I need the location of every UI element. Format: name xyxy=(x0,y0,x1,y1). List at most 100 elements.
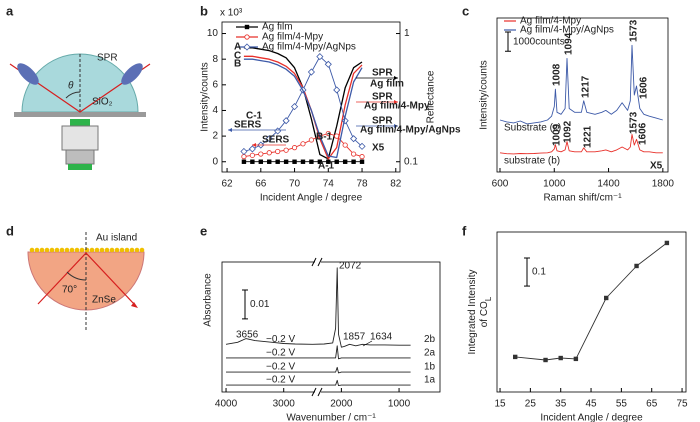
marker xyxy=(350,135,358,143)
annotation: Substrate (c) xyxy=(504,123,561,134)
y2-axis-label: Reflectance xyxy=(426,70,437,123)
legend-label: Ag film/4-Mpy/AgNps xyxy=(262,42,356,53)
panel-label: b xyxy=(200,3,208,18)
annotation: B-1 xyxy=(316,132,333,143)
potential-label: −0.2 V xyxy=(266,375,296,386)
y-axis-label: Intensity/counts xyxy=(479,60,490,129)
x-tick-label: 1000 xyxy=(543,179,566,190)
arrow-head xyxy=(252,143,256,147)
series-label: 2a xyxy=(424,348,436,359)
marker xyxy=(342,159,348,164)
series-label: 2b xyxy=(424,334,436,345)
x-axis-label: Raman shift/cm⁻¹ xyxy=(543,193,622,204)
x-tick-label: 1000 xyxy=(388,399,411,410)
x-tick-label: 65 xyxy=(646,399,658,410)
marker xyxy=(317,159,323,164)
x-tick-label: 35 xyxy=(555,399,567,410)
arrow-head xyxy=(394,124,398,128)
marker xyxy=(351,151,357,157)
marker xyxy=(325,130,331,137)
axis-break xyxy=(311,387,317,397)
annotation: X5 xyxy=(372,143,385,154)
annotation: 1573 xyxy=(629,19,640,42)
marker xyxy=(300,141,306,147)
marker xyxy=(604,295,609,301)
series-label: 1a xyxy=(424,375,436,386)
x-axis-label: Wavenumber / cm⁻¹ xyxy=(286,413,376,422)
annotation: A xyxy=(234,42,241,53)
x-tick-label: 45 xyxy=(585,399,597,410)
marker xyxy=(664,240,670,246)
annotation: 2072 xyxy=(339,261,362,272)
potential-label: −0.2 V xyxy=(266,334,296,345)
arrow-head xyxy=(394,76,398,80)
marker xyxy=(283,147,289,153)
y-axis-label-part: of CO xyxy=(479,301,490,327)
marker xyxy=(351,159,356,164)
marker xyxy=(244,34,250,40)
diagram-label: Au island xyxy=(96,233,137,244)
data-line xyxy=(499,134,663,155)
marker xyxy=(283,159,289,164)
substrate xyxy=(14,112,146,117)
x-tick-label: 82 xyxy=(390,179,402,190)
x-tick-label: 70 xyxy=(289,179,301,190)
annotation: SERS xyxy=(234,120,262,131)
y-tick-label: 2 xyxy=(212,131,218,142)
annotation: 1606 xyxy=(639,76,650,99)
x-tick-label: 15 xyxy=(494,399,506,410)
y2-tick-label: 0.1 xyxy=(404,156,418,167)
annotation: 1606 xyxy=(638,122,649,145)
y-tick-label: 8 xyxy=(212,54,218,65)
angle-arc xyxy=(66,271,87,281)
annotation: SPR xyxy=(372,116,393,127)
data-line xyxy=(226,379,411,387)
panel-label: d xyxy=(6,223,14,238)
legend-label: Ag film/4-Mpy/AgNps xyxy=(520,25,614,36)
x-tick-label: 66 xyxy=(255,179,267,190)
marker xyxy=(326,159,331,164)
x-tick-label: 55 xyxy=(616,399,628,410)
polarizer xyxy=(17,63,39,85)
x-tick-label: 4000 xyxy=(215,399,238,410)
prism xyxy=(21,53,139,113)
axis-break xyxy=(317,257,323,267)
annotation: Ag film xyxy=(370,79,404,90)
marker xyxy=(308,137,315,143)
data-line xyxy=(226,345,411,360)
scale-bar-label: 0.1 xyxy=(532,267,546,278)
objective-base xyxy=(65,149,95,165)
marker xyxy=(333,86,341,94)
marker xyxy=(250,159,255,164)
au-islands xyxy=(29,247,145,253)
marker xyxy=(266,150,272,156)
x-tick-label: 1400 xyxy=(597,179,620,190)
x-tick-label: 3000 xyxy=(273,399,296,410)
x-tick-label: 25 xyxy=(525,399,537,410)
x-axis-label: Incident Angle / degree xyxy=(260,193,363,204)
znse-prism xyxy=(27,251,145,311)
marker xyxy=(248,145,256,153)
marker xyxy=(291,145,298,151)
annotation: SPR xyxy=(372,68,393,79)
arrow-head xyxy=(131,302,138,308)
plot-frame xyxy=(221,21,401,173)
y2-tick-label: 1 xyxy=(404,28,410,39)
diagram-label: 70° xyxy=(62,285,77,296)
annotation: Ag film/4-Mpy xyxy=(364,101,430,112)
annotation: X5 xyxy=(650,161,663,172)
axis-break xyxy=(317,387,323,397)
diagram-label: θ xyxy=(68,81,74,92)
plot-frame xyxy=(496,17,669,173)
marker xyxy=(316,53,324,61)
objective-body xyxy=(61,125,99,151)
diagram-d: d Au island 70° ZnSe xyxy=(6,223,145,330)
scale-bar-label: 0.01 xyxy=(250,299,270,310)
y-tick-label: 0 xyxy=(212,156,218,167)
annotation: substrate (b) xyxy=(504,156,560,167)
annotation: 1221 xyxy=(583,125,594,148)
x-tick-label: 75 xyxy=(676,399,688,410)
legend-label: Ag film/4-Mpy xyxy=(520,16,581,27)
